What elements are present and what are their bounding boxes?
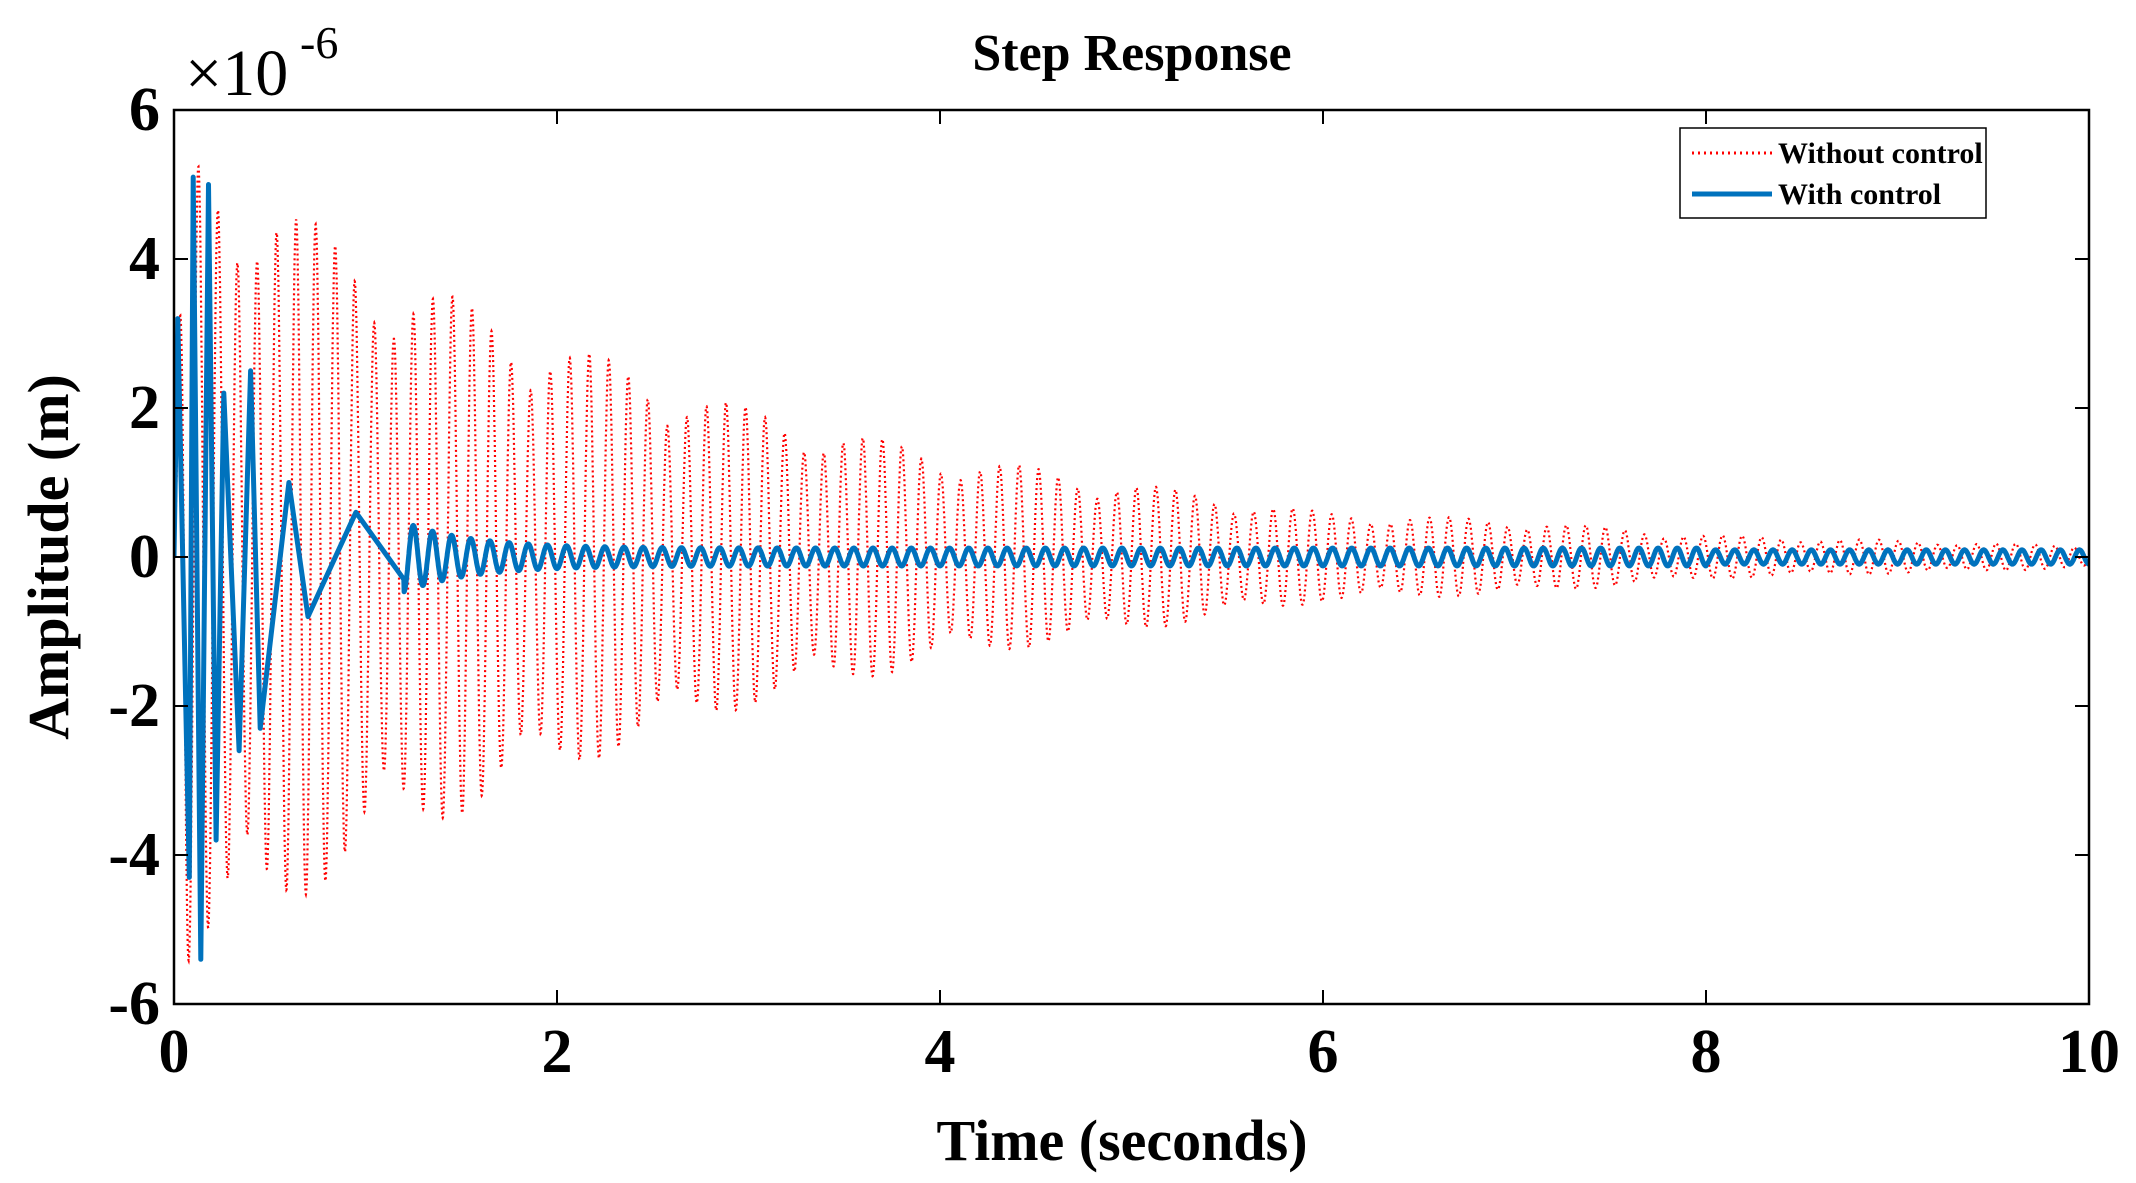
series-line-without-control [174,164,2089,965]
x-tick-label: 10 [2058,1018,2120,1086]
y-exponent-power: -6 [300,17,338,68]
series-line-with-control [174,174,2089,962]
x-tick-label: 8 [1691,1018,1722,1086]
legend: Without control With control [1679,127,1987,219]
y-tick-label: 0 [129,523,160,591]
x-axis-title: Time (seconds) [936,1108,1307,1173]
x-axis: 0 2 4 6 8 10 [159,110,2120,1086]
x-tick-label: 0 [159,1018,190,1086]
legend-label-with-control: With control [1778,178,1941,211]
y-axis-title: Amplitude (m) [16,374,81,740]
legend-label-without-control: Without control [1778,137,1983,170]
y-tick-label: -4 [108,821,160,889]
x-tick-label: 6 [1308,1018,1339,1086]
legend-box [1679,127,1987,219]
y-exponent-base: ×10 [185,37,288,110]
y-tick-label: -6 [108,970,160,1038]
x-tick-label: 2 [542,1018,573,1086]
series-layer [174,164,2089,965]
y-tick-label: 2 [129,374,160,442]
x-tick-label: 4 [925,1018,956,1086]
y-tick-label: 4 [129,225,160,293]
y-exponent-label: ×10 [185,37,288,110]
y-tick-label: 6 [129,76,160,144]
y-tick-label: -2 [108,672,160,740]
chart-title: Step Response [972,25,1291,82]
y-axis: -6 -4 -2 0 2 4 6 [108,76,2089,1038]
